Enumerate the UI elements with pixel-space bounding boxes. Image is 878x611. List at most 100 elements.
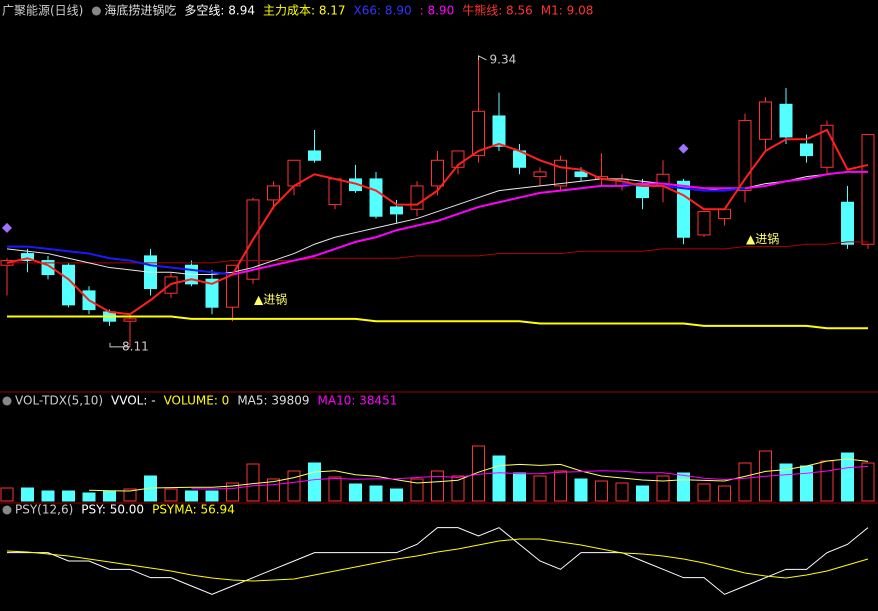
candle-body	[533, 171, 547, 178]
candle-body	[62, 264, 75, 306]
annotation: ▲进锅	[254, 292, 287, 307]
volume-bar	[820, 460, 834, 502]
indicator-line	[6, 538, 869, 582]
high-pointer	[478, 55, 487, 61]
volume-bar	[861, 462, 875, 502]
candle-body	[697, 211, 711, 236]
header-text: VVOL: -	[111, 394, 156, 408]
volume-bar	[246, 463, 260, 502]
volume-bar	[492, 455, 506, 502]
candle-body	[267, 185, 280, 201]
header-text: PSYMA: 56.94	[152, 503, 235, 517]
header-text: 牛熊线: 8.56	[462, 3, 533, 18]
candle-body	[369, 178, 383, 217]
volume-bar	[513, 472, 526, 502]
candle-body	[574, 171, 588, 178]
volume-bar	[308, 462, 321, 502]
volume-bar	[738, 462, 752, 502]
candle-body	[287, 159, 301, 187]
volume-bar	[82, 492, 96, 502]
header-text: 主力成本: 8.17	[263, 4, 346, 18]
volume-bar	[841, 452, 854, 502]
high-label: 9.34	[490, 52, 517, 66]
candle-body	[759, 101, 772, 140]
candle-body	[779, 103, 793, 138]
volume-bar	[410, 478, 424, 502]
indicator-line	[6, 128, 869, 316]
header-text: MA10: 38451	[318, 394, 398, 408]
volume-bar	[800, 465, 813, 502]
annotation: ▲进锅	[746, 231, 779, 246]
header-icon	[91, 6, 101, 16]
header-text: 多空线: 8.94	[184, 4, 255, 18]
volume-bar	[164, 488, 178, 502]
header-text: X66: 8.90	[354, 4, 412, 18]
low-label: 8.11	[122, 339, 149, 353]
candle-body	[492, 115, 506, 147]
indicator-line	[88, 458, 869, 492]
candle-body	[800, 143, 813, 157]
header-text: PSY: 50.00	[81, 503, 144, 517]
candle-body	[328, 178, 342, 206]
volume-bar	[656, 475, 670, 502]
volume-bar	[697, 483, 711, 502]
candle-body	[718, 208, 731, 220]
volume-bar	[62, 490, 75, 502]
header-text: PSY(12,6)	[15, 503, 73, 517]
candle-body	[861, 134, 875, 245]
candle-body	[205, 278, 219, 308]
low-pointer	[109, 342, 130, 348]
header-text: : 8.90	[420, 4, 455, 18]
candle-body	[841, 201, 854, 245]
candle-body	[123, 318, 137, 322]
indicator-line	[232, 170, 868, 276]
header-icon	[2, 396, 12, 406]
header-icon	[2, 505, 12, 515]
volume-bar	[0, 487, 14, 502]
header-text: 海底捞进锅吃	[104, 3, 176, 18]
volume-bar	[390, 488, 403, 502]
volume-bar	[103, 490, 116, 502]
candle-body	[308, 150, 321, 161]
header-text: 广聚能源(日线)	[2, 4, 83, 18]
volume-bar	[328, 476, 342, 502]
volume-bar	[574, 478, 588, 502]
candle-body	[472, 110, 485, 157]
volume-bar	[205, 490, 219, 502]
volume-bar	[677, 472, 690, 502]
volume-bar	[226, 482, 239, 502]
indicator-line	[7, 241, 868, 264]
header-text: M1: 9.08	[541, 4, 594, 18]
signal-diamond	[678, 143, 689, 154]
volume-bar	[185, 490, 198, 502]
volume-bar	[287, 470, 301, 502]
header-text: VOLUME: 0	[164, 394, 230, 408]
volume-bar	[369, 485, 383, 502]
candle-body	[738, 120, 752, 192]
signal-diamond	[2, 222, 12, 233]
volume-bar	[718, 485, 731, 502]
candle-body	[554, 159, 567, 187]
volume-bar	[451, 475, 465, 502]
candle-body	[410, 185, 424, 210]
volume-bar	[431, 470, 444, 502]
volume-bar	[41, 490, 55, 502]
volume-bar	[615, 482, 629, 502]
volume-bar	[21, 487, 34, 502]
candle-body	[390, 206, 403, 215]
volume-bar	[636, 485, 649, 502]
candle-body	[431, 159, 444, 187]
header-text: VOL-TDX(5,10)	[15, 394, 103, 408]
volume-bar	[349, 483, 362, 502]
indicator-line	[191, 465, 869, 490]
volume-bar	[123, 488, 137, 502]
candle-body	[677, 180, 690, 238]
indicator-line	[7, 315, 868, 330]
header-text: MA5: 39809	[237, 394, 309, 408]
volume-bar	[595, 480, 608, 502]
indicator-line	[7, 527, 869, 595]
volume-bar	[533, 475, 547, 502]
volume-bar	[554, 470, 567, 502]
